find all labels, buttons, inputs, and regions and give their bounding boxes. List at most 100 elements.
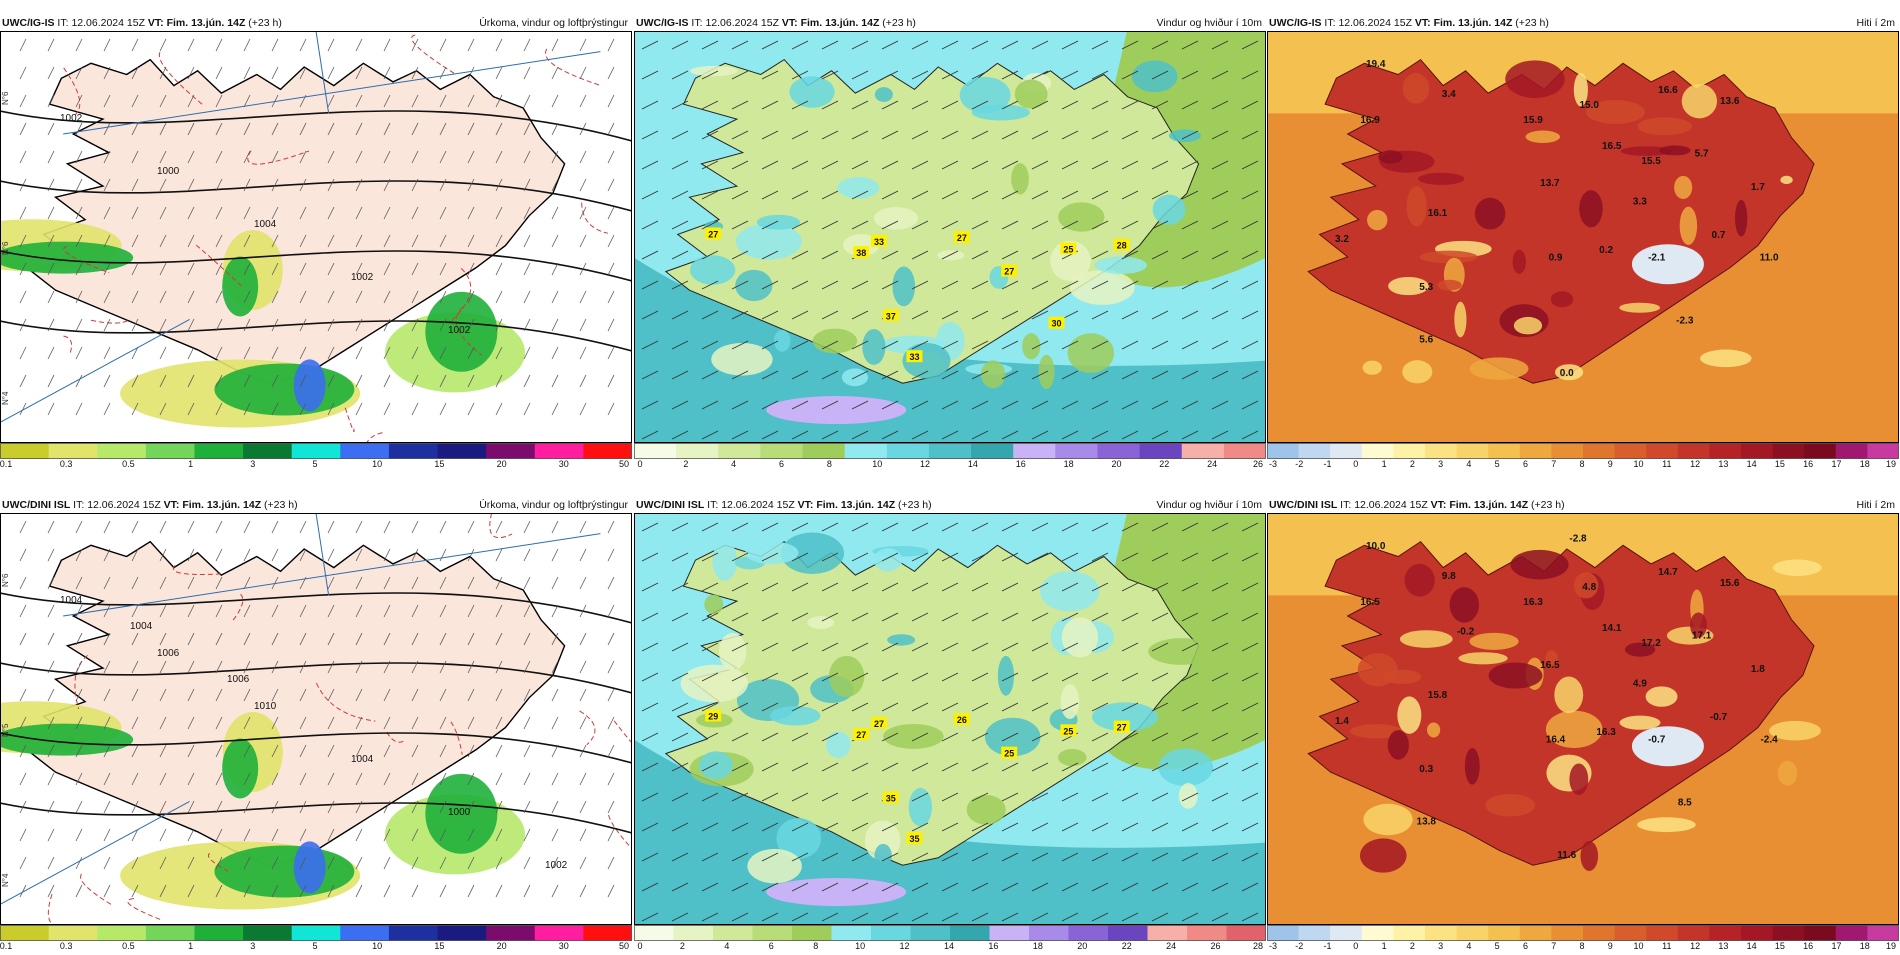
wind-barb: [523, 38, 531, 52]
wind-barb: [187, 150, 195, 164]
wind-arrow: [1151, 190, 1169, 200]
colorbar-swatch: [486, 925, 536, 941]
wind-arrow: [941, 190, 959, 200]
wind-barb: [383, 548, 391, 562]
header-vt-label: VT:: [1414, 17, 1431, 29]
wind-barb: [523, 660, 531, 674]
colorbar-swatch: [1298, 925, 1331, 941]
wind-arrow: [1211, 672, 1229, 682]
wind-arrow: [1031, 190, 1049, 200]
wind-arrow: [731, 882, 749, 892]
panel-header: UWC/DINI ISL IT: 12.06.2024 15Z VT: Fim.…: [634, 497, 1266, 513]
header-it-value: 12.06.2024 15Z: [1338, 17, 1412, 29]
wind-barb: [355, 234, 363, 248]
wind-barb: [243, 660, 251, 674]
wind-barb: [495, 38, 503, 52]
colorbar-swatch: [1614, 925, 1647, 941]
wind-barb: [411, 688, 419, 702]
wind-barb: [383, 576, 391, 590]
wind-arrow: [881, 130, 899, 140]
temperature-area: [1555, 364, 1584, 381]
wind-arrow: [1091, 852, 1109, 862]
colorbar-ticks: -3 -2 -1 0 1 2 3 4 5 6 7 8 9 10 11 12 13 14 15 16 17 18 19: [1267, 459, 1899, 471]
wind-barb: [187, 402, 195, 416]
run-info: UWC/IG-IS IT: 12.06.2024 15Z VT: Fim. 13…: [1269, 15, 1549, 31]
wind-barb: [19, 374, 27, 388]
wind-arrow: [641, 822, 659, 832]
wind-arrow: [671, 340, 689, 350]
wind-barb: [439, 660, 447, 674]
wind-arrow: [791, 582, 809, 592]
precip-area: [293, 841, 326, 894]
wind-arrow: [1121, 882, 1139, 892]
wind-barb: [75, 150, 83, 164]
colorbar-tick-label: 30: [558, 941, 569, 951]
wind-arrow: [1151, 672, 1169, 682]
gust-label: 25: [1063, 244, 1073, 254]
colorbar-swatch: [486, 443, 536, 459]
wind-barb: [103, 346, 111, 360]
colorbar-tick-label: 16: [988, 941, 999, 951]
wind-barb: [271, 374, 279, 388]
wind-arrow: [1001, 582, 1019, 592]
wind-arrow: [1001, 822, 1019, 832]
wind-arrow: [1001, 702, 1019, 712]
wind-barb: [215, 856, 223, 870]
colorbar-tick-label: 14: [1746, 459, 1757, 469]
wind-arrow: [881, 912, 899, 922]
wind-barb: [19, 402, 27, 416]
temperature-area: [1580, 840, 1599, 871]
temperature-area: [1349, 724, 1403, 739]
wind-barb: [551, 206, 559, 220]
wind-barb: [19, 38, 27, 52]
wind-barb: [187, 604, 195, 618]
wind-arrow: [641, 250, 659, 260]
wind-arrow: [791, 160, 809, 170]
wind-arrow: [1241, 250, 1259, 260]
temperature-contour: [80, 873, 112, 905]
header-model: UWC/DINI ISL: [2, 499, 71, 511]
wind-barb: [355, 150, 363, 164]
wind-arrow: [641, 882, 659, 892]
colorbar-swatch: [1709, 443, 1742, 459]
wind-barb: [299, 856, 307, 870]
temperature-label: 15.6: [1720, 578, 1740, 589]
wind-barb: [47, 576, 55, 590]
gust-label-bg: [882, 309, 899, 322]
wind-arrow: [1241, 190, 1259, 200]
wind-arrow: [971, 130, 989, 140]
wind-barb: [19, 94, 27, 108]
colorbar-tick-label: 15: [434, 459, 445, 469]
wind-arrow: [1031, 792, 1049, 802]
wind-arrow: [1001, 882, 1019, 892]
wind-arrow: [851, 642, 869, 652]
header-it-label: IT:: [1340, 499, 1352, 511]
wind-barb: [439, 150, 447, 164]
wind-arrow: [1181, 912, 1199, 922]
wind-barb: [271, 346, 279, 360]
wind-arrow: [1151, 882, 1169, 892]
wind-barb: [579, 206, 587, 220]
wind-arrow: [881, 190, 899, 200]
wind-arrow: [701, 852, 719, 862]
wind-arrow: [1181, 732, 1199, 742]
wind-barb: [383, 38, 391, 52]
wind-barb: [495, 66, 503, 80]
header-vt-value: Fim. 13.jún. 14Z: [816, 499, 896, 511]
wind-arrow: [641, 582, 659, 592]
wind-barb: [495, 150, 503, 164]
wind-arrow: [911, 310, 929, 320]
wind-barb: [131, 234, 139, 248]
wind-arrow: [1031, 340, 1049, 350]
colorbar-tick-label: -2: [1295, 459, 1304, 469]
wind-arrow: [791, 672, 809, 682]
wind-arrow: [821, 612, 839, 622]
temperature-label: 4.9: [1633, 679, 1647, 690]
wind-arrow: [1001, 912, 1019, 922]
wind-arrow: [1181, 522, 1199, 532]
wind-arrow: [1241, 642, 1259, 652]
wind-arrow: [881, 882, 899, 892]
temperature-contour: [581, 202, 608, 234]
wind-arrow: [881, 732, 899, 742]
wind-barb: [579, 772, 587, 786]
